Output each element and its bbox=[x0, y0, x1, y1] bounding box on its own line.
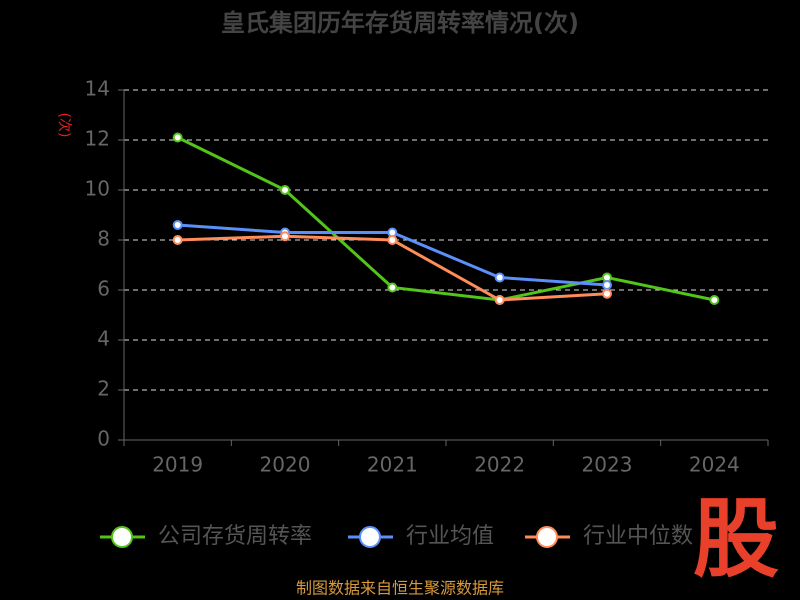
y-tick-label: 2 bbox=[97, 377, 110, 401]
data-point bbox=[172, 235, 183, 245]
logo: 股 bbox=[693, 489, 779, 589]
legend-label: 行业中位数 bbox=[583, 524, 693, 549]
chart-title: 皇氏集团历年存货周转率情况(次) bbox=[221, 9, 579, 37]
series-line bbox=[177, 136, 715, 302]
legend-marker bbox=[111, 526, 133, 548]
data-point bbox=[280, 231, 290, 242]
data-point bbox=[494, 295, 505, 305]
data-point bbox=[172, 220, 183, 230]
y-tick-label: 6 bbox=[97, 277, 110, 301]
x-tick-label: 2023 bbox=[582, 453, 633, 477]
y-tick-label: 0 bbox=[97, 427, 110, 451]
x-tick-label: 2024 bbox=[689, 453, 740, 477]
x-tick-label: 2019 bbox=[152, 453, 203, 477]
data-point bbox=[602, 280, 612, 290]
x-tick-label: 2020 bbox=[260, 453, 311, 477]
data-point bbox=[709, 295, 720, 305]
data-point bbox=[494, 272, 505, 283]
y-tick-label: 12 bbox=[85, 127, 110, 151]
data-point bbox=[280, 185, 290, 195]
y-tick-label: 8 bbox=[97, 227, 110, 251]
legend-marker bbox=[536, 526, 558, 548]
source-note: 制图数据来自恒生聚源数据库 bbox=[296, 579, 504, 598]
y-tick-label: 14 bbox=[85, 77, 110, 101]
legend-label: 行业均值 bbox=[406, 524, 494, 549]
legend-label: 公司存货周转率 bbox=[158, 524, 312, 549]
x-tick-label: 2022 bbox=[474, 453, 525, 477]
y-tick-label: 4 bbox=[97, 327, 110, 351]
y-tick-label: 10 bbox=[85, 177, 110, 201]
y-axis-label: (次) bbox=[56, 113, 72, 138]
legend-marker bbox=[359, 526, 381, 548]
data-point bbox=[387, 235, 398, 245]
data-point bbox=[602, 288, 612, 299]
data-point bbox=[387, 282, 398, 293]
data-point bbox=[172, 132, 183, 143]
x-tick-label: 2021 bbox=[367, 453, 418, 477]
